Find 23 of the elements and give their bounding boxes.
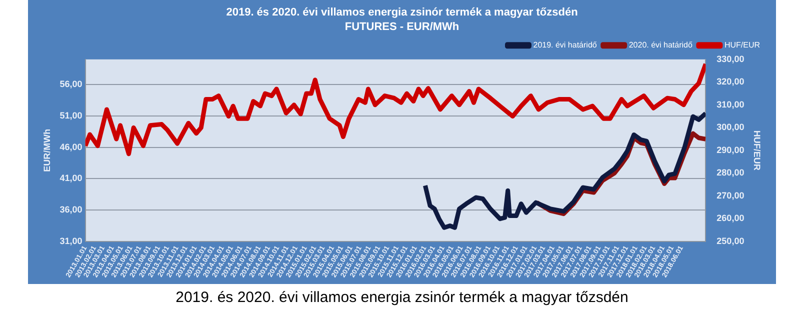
y2-tick-label: 290,00: [716, 144, 744, 155]
y2-tick-label: 270,00: [716, 190, 744, 200]
legend-label: 2020. évi határidő: [628, 40, 693, 50]
y2-tick-label: 330,00: [716, 54, 744, 64]
y-tick-label: 46,00: [60, 142, 82, 152]
y2-tick-label: 280,00: [716, 168, 744, 178]
y2-tick-label: 310,00: [716, 99, 744, 110]
y2-tick-label: 320,00: [716, 76, 744, 87]
y-tick-label: 56,00: [60, 78, 82, 89]
y2-tick-label: 250,00: [716, 236, 744, 246]
y2-axis-title: HUF/EUR: [752, 130, 762, 171]
y-tick-label: 31,00: [60, 236, 82, 246]
legend-label: 2019. évi határidő: [533, 40, 598, 50]
y-tick-label: 41,00: [60, 173, 82, 184]
chart-subtitle: FUTURES - EUR/MWh: [344, 20, 460, 33]
y-tick-label: 51,00: [60, 110, 82, 120]
y2-tick-label: 300,00: [716, 122, 744, 132]
y-tick-label: 36,00: [60, 204, 82, 215]
chart-title: 2019. és 2020. évi villamos energia zsinór termék a magyar tőzsdén: [226, 6, 578, 19]
legend-label: HUF/EUR: [724, 40, 760, 50]
text: 2019. és 2020. évi villamos energia zsinór termék a magyar tőzsdén: [174, 289, 630, 306]
y2-tick-label: 260,00: [716, 213, 744, 224]
y-axis-title: EUR/MWh: [42, 128, 52, 172]
